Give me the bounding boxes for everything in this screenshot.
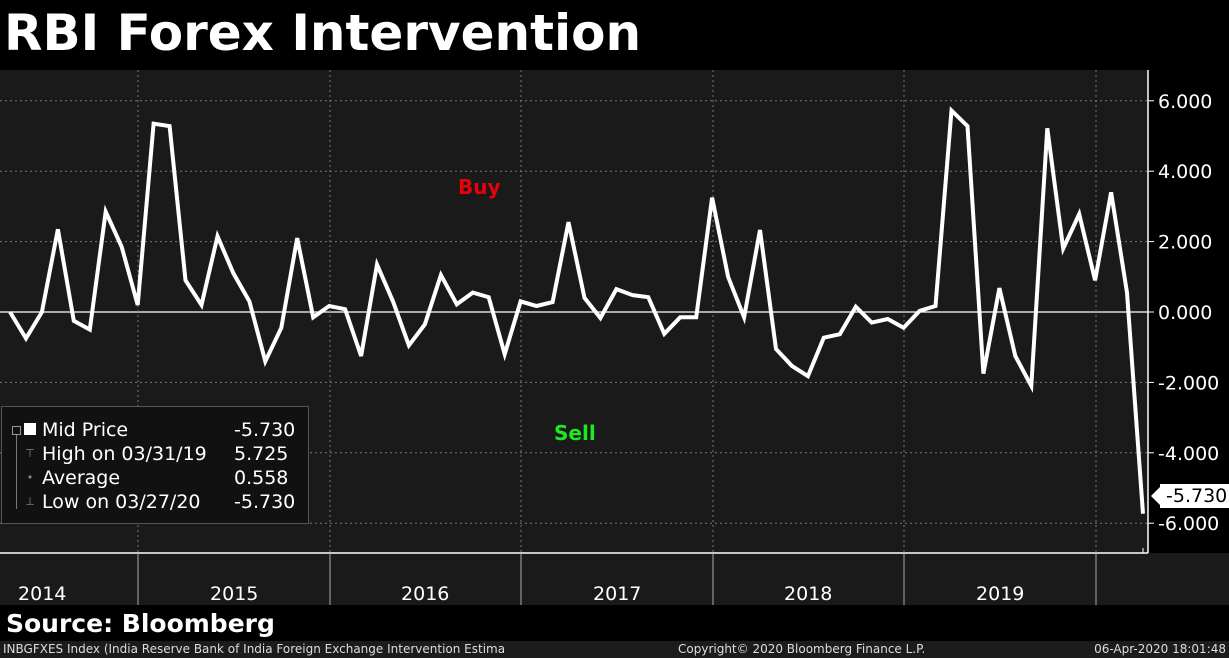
- chart-title: RBI Forex Intervention: [4, 4, 642, 62]
- footer-timestamp: 06-Apr-2020 18:01:48: [1094, 642, 1226, 656]
- legend-value-low: -5.730: [234, 491, 296, 513]
- y-tick-label: 2.000: [1158, 232, 1212, 254]
- legend-label-average: Average: [42, 467, 121, 489]
- source-label: Source: Bloomberg: [6, 609, 275, 638]
- footer: INBGFXES Index (India Reserve Bank of In…: [0, 641, 1229, 658]
- y-tick-label: -2.000: [1158, 372, 1219, 394]
- square-icon: [24, 423, 36, 435]
- x-tick-label: 2014: [18, 583, 66, 605]
- legend: Mid Price -5.730 ⊤ High on 03/31/19 5.72…: [1, 406, 309, 524]
- x-tick-label: 2017: [593, 583, 641, 605]
- high-marker-icon: ⊤: [25, 447, 35, 460]
- y-tick-label: -4.000: [1158, 443, 1219, 465]
- collapse-icon[interactable]: [12, 426, 21, 435]
- data-points: [9, 110, 1144, 514]
- last-value-label: -5.730: [1150, 484, 1229, 508]
- buy-annotation: Buy: [458, 175, 501, 199]
- x-tick-label: 2018: [784, 583, 832, 605]
- legend-value-high: 5.725: [234, 443, 289, 465]
- y-tick-label: 4.000: [1158, 161, 1212, 183]
- y-tick-label: -6.000: [1158, 513, 1219, 535]
- sell-annotation: Sell: [554, 421, 596, 445]
- legend-value-mid-price: -5.730: [234, 419, 296, 441]
- y-tick-label: 0.000: [1158, 302, 1212, 324]
- legend-label-mid-price: Mid Price: [42, 419, 129, 441]
- legend-value-average: 0.558: [234, 467, 289, 489]
- average-marker-icon: •: [26, 471, 34, 484]
- x-tick-label: 2016: [401, 583, 449, 605]
- footer-ticker: INBGFXES Index (India Reserve Bank of In…: [3, 642, 506, 656]
- legend-label-low: Low on 03/27/20: [42, 491, 201, 513]
- series-line-mid-price: [8, 106, 1145, 514]
- x-tick-label: 2019: [976, 583, 1024, 605]
- footer-copyright: Copyright© 2020 Bloomberg Finance L.P.: [678, 642, 926, 656]
- low-marker-icon: ⊥: [25, 495, 35, 508]
- legend-label-high: High on 03/31/19: [42, 443, 207, 465]
- y-tick-label: 6.000: [1158, 91, 1212, 113]
- legend-tree-line: [16, 427, 17, 509]
- x-tick-label: 2015: [210, 583, 258, 605]
- x-axis-band: [0, 553, 1229, 605]
